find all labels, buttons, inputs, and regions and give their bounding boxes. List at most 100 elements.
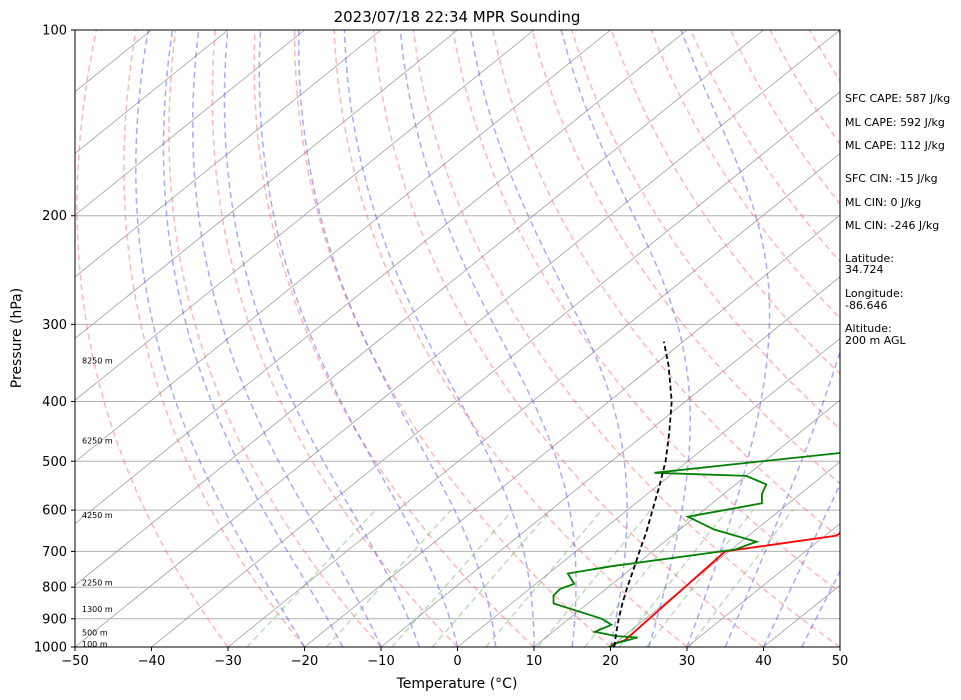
isotherm-gridline	[75, 30, 764, 586]
sounding-annotation: Altitude:	[845, 322, 892, 335]
x-tick-label: 10	[526, 654, 543, 669]
sounding-series-2	[613, 341, 673, 647]
isotherm-gridline	[75, 30, 458, 340]
isotherm-gridline	[75, 30, 611, 463]
dry-adiabat	[123, 30, 306, 647]
sounding-annotation: SFC CIN: -15 J/kg	[845, 172, 938, 185]
moist-adiabat	[680, 30, 771, 647]
height-label: 1300 m	[82, 605, 113, 614]
mixing-ratio-line	[246, 509, 376, 647]
sounding-annotation: -86.646	[845, 299, 887, 312]
sounding-annotation: 34.724	[845, 263, 884, 276]
y-tick-label: 800	[42, 581, 67, 596]
dry-adiabat	[452, 30, 840, 594]
moist-adiabat	[223, 30, 421, 647]
x-tick-label: −10	[367, 654, 394, 669]
moist-adiabat	[192, 30, 382, 647]
height-label: 8250 m	[82, 356, 113, 365]
isotherm-gridline	[75, 30, 229, 154]
y-tick-label: 400	[42, 395, 67, 410]
x-tick-label: −20	[291, 654, 318, 669]
dry-adiabat	[571, 30, 840, 430]
dry-adiabat	[293, 30, 611, 647]
mixing-ratio-line	[325, 509, 452, 647]
sounding-series-1	[552, 452, 840, 647]
isotherm-gridline	[533, 399, 840, 647]
height-label: 100 m	[82, 640, 108, 649]
mixing-ratio-line	[485, 509, 603, 647]
moist-adiabat	[162, 30, 344, 647]
moist-adiabat	[298, 30, 497, 647]
moist-adiabat	[560, 30, 691, 647]
dry-adiabat	[333, 30, 688, 647]
y-tick-label: 100	[42, 24, 67, 39]
sounding-series-0	[610, 531, 840, 647]
isotherm-gridline	[75, 30, 840, 647]
x-tick-label: −40	[138, 654, 165, 669]
isotherm-gridline	[75, 30, 535, 401]
mixing-ratio-line	[537, 509, 652, 647]
sounding-annotation: ML CIN: -246 J/kg	[845, 219, 939, 232]
x-tick-label: 50	[832, 654, 849, 669]
sounding-annotation: ML CAPE: 112 J/kg	[845, 139, 945, 152]
x-tick-label: 30	[679, 654, 696, 669]
height-label: 2250 m	[82, 578, 113, 587]
y-tick-label: 700	[42, 545, 67, 560]
isotherm-gridline	[75, 30, 382, 278]
mixing-ratio-line	[618, 509, 728, 647]
axis-ticks: −50 −40 −30 −20 −10 0 10 20 30 40 50 1000 900 800 700 6…	[34, 24, 848, 670]
height-label: 4250 m	[82, 511, 113, 520]
height-labels: 8250 m 6250 m 4250 m 2250 m 1300 m 500 m 100 m	[82, 356, 113, 648]
height-label: 500 m	[82, 628, 108, 637]
dry-adiabat	[412, 30, 840, 647]
dry-adiabat	[211, 30, 459, 647]
chart-title: 2023/07/18 22:34 MPR Sounding	[334, 8, 581, 26]
mixing-ratio-line	[646, 509, 754, 647]
y-axis-label: Pressure (hPa)	[9, 288, 25, 388]
sounding-annotation: Longitude:	[845, 287, 903, 300]
x-tick-label: 0	[453, 654, 461, 669]
isotherm-gridline	[75, 30, 305, 216]
isotherm-gridline	[75, 30, 688, 525]
dry-adiabat	[253, 30, 535, 647]
moist-adiabat	[399, 30, 577, 647]
isotherm-gridline	[686, 523, 840, 647]
dry-adiabat	[610, 30, 840, 375]
sounding-annotations: SFC CAPE: 587 J/kg ML CAPE: 592 J/kg ML CA…	[845, 92, 950, 347]
sounding-annotation: ML CIN: 0 J/kg	[845, 196, 921, 209]
moist-adiabat	[343, 30, 535, 647]
isotherm-gridline	[457, 337, 840, 647]
y-tick-label: 300	[42, 318, 67, 333]
profile-lines	[552, 341, 840, 647]
isotherm-gridline	[227, 152, 840, 647]
y-tick-label: 600	[42, 504, 67, 519]
x-tick-label: 20	[602, 654, 619, 669]
sounding-annotation: SFC CAPE: 587 J/kg	[845, 92, 950, 105]
mixing-ratio-line	[688, 509, 794, 647]
isotherm-gridline	[304, 214, 840, 647]
background-lines	[75, 30, 840, 647]
sounding-annotation: 200 m AGL	[845, 334, 907, 347]
isotherm-gridline	[610, 461, 840, 647]
dry-adiabat	[76, 30, 229, 647]
y-tick-label: 200	[42, 209, 67, 224]
moist-adiabat	[469, 30, 628, 647]
x-tick-label: −30	[214, 654, 241, 669]
moist-adiabat	[135, 30, 306, 647]
isotherm-gridline	[151, 91, 840, 647]
moist-adiabat	[724, 30, 840, 647]
x-tick-label: −50	[61, 654, 88, 669]
x-axis-label: Temperature (°C)	[396, 676, 518, 692]
height-label: 6250 m	[82, 437, 113, 446]
x-tick-label: 40	[755, 654, 772, 669]
moist-adiabat	[258, 30, 459, 647]
dry-adiabat	[650, 30, 840, 320]
y-tick-label: 900	[42, 612, 67, 627]
y-tick-label: 1000	[34, 641, 67, 656]
mixing-ratio-line	[431, 509, 552, 647]
isotherm-gridline	[380, 276, 840, 647]
y-tick-label: 500	[42, 455, 67, 470]
mixing-ratio-line	[391, 509, 514, 647]
sounding-annotation: ML CAPE: 592 J/kg	[845, 116, 945, 129]
